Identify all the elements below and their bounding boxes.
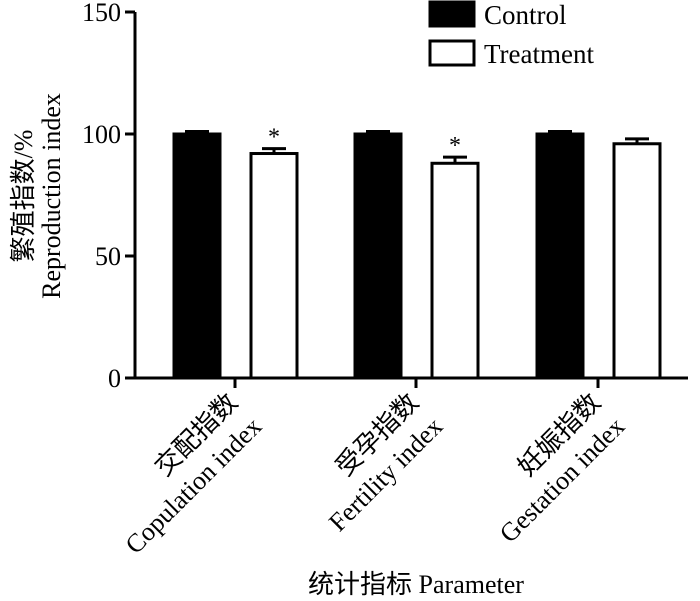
y-tick-label: 150 <box>82 0 121 27</box>
legend-swatch-control <box>428 0 476 28</box>
bar-control <box>353 132 403 380</box>
bar-treatment <box>249 152 299 380</box>
y-axis-title-en: Reproduction index <box>37 93 66 299</box>
significance-marker: * <box>449 133 461 159</box>
bars: * * <box>172 125 662 380</box>
significance-marker: * <box>268 125 280 151</box>
legend-swatch-treatment <box>428 39 476 67</box>
bar-treatment <box>612 142 662 380</box>
legend: Control Treatment <box>428 0 594 69</box>
y-tick-label: 100 <box>82 120 121 149</box>
bar-control <box>172 132 222 380</box>
y-tick-label: 0 <box>108 364 121 393</box>
y-axis-title-zh: 繁殖指数/% <box>9 130 38 263</box>
bar-treatment <box>430 161 480 380</box>
bar-control <box>535 132 585 380</box>
x-axis-title: 统计指标 Parameter <box>308 570 524 599</box>
legend-label: Treatment <box>484 39 594 69</box>
y-tick-label: 50 <box>95 242 121 271</box>
legend-label: Control <box>484 0 567 30</box>
y-axis: 0 50 100 150 <box>82 0 137 393</box>
y-axis-title: 繁殖指数/% Reproduction index <box>9 93 66 299</box>
